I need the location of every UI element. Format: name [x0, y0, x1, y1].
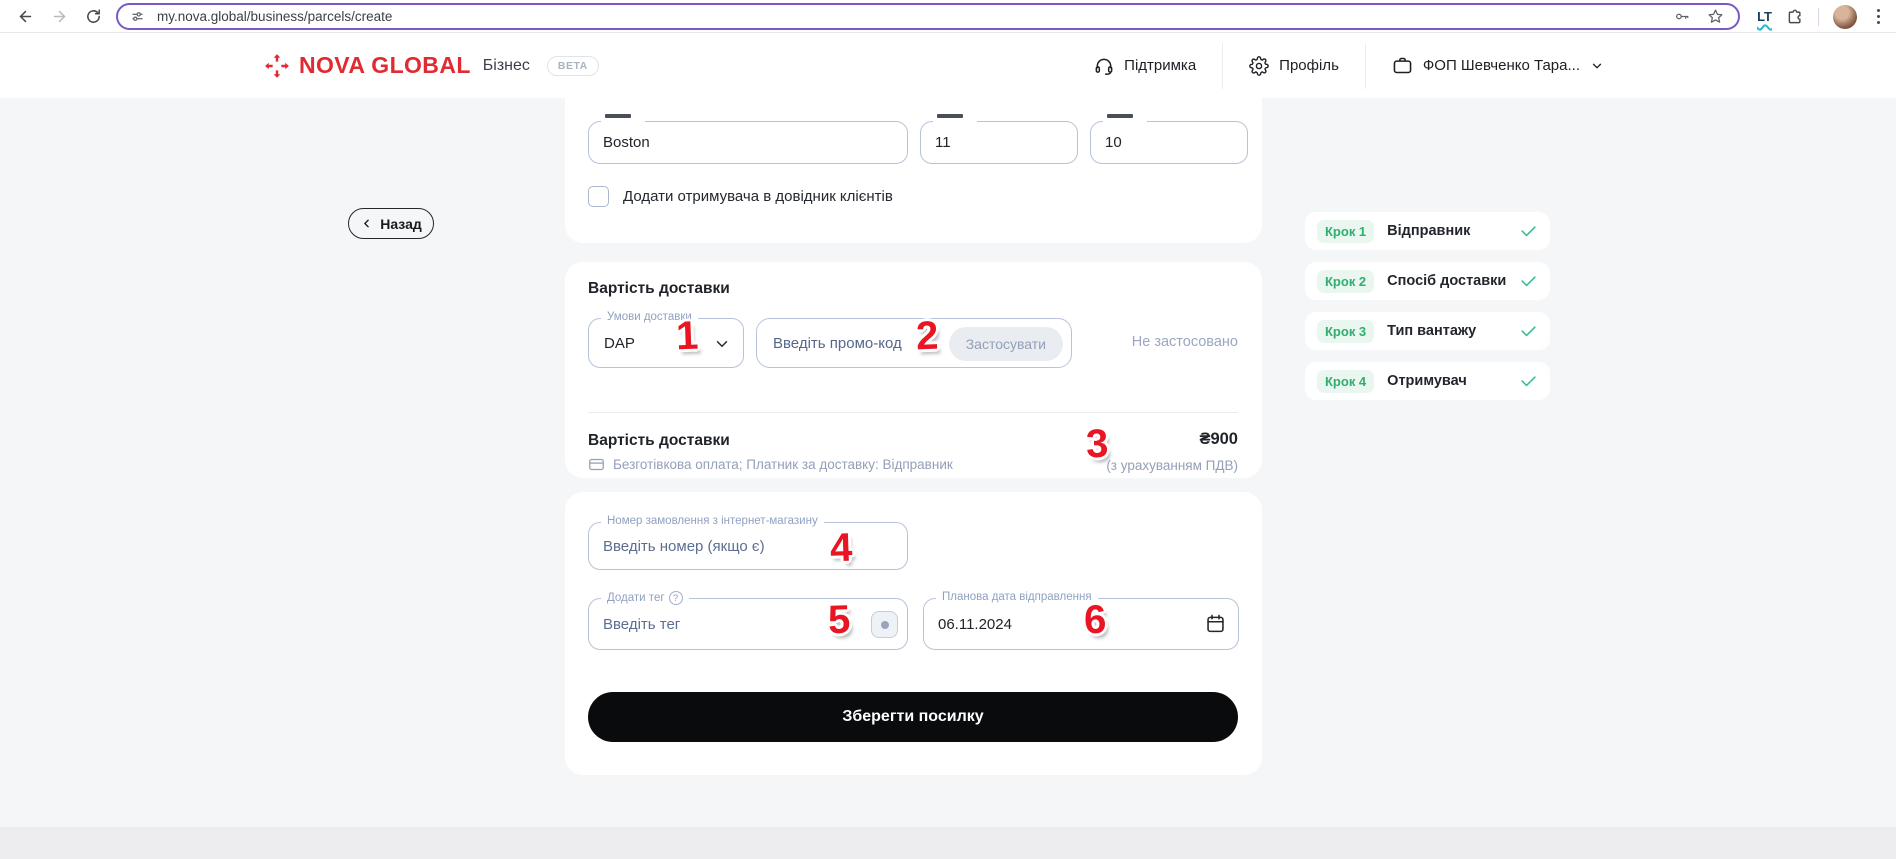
input-2[interactable] [935, 122, 1031, 163]
tag-color-swatch[interactable] [871, 611, 898, 638]
chevron-down-icon [1592, 63, 1602, 69]
cost-section-title: Вартість доставки [588, 280, 730, 297]
step-label: Спосіб доставки [1387, 273, 1507, 289]
avatar[interactable] [1833, 4, 1857, 29]
annotation-6: 6 [1083, 597, 1108, 643]
divider [588, 412, 1238, 413]
toolbar-divider [1818, 7, 1819, 26]
profile-label: Профіль [1279, 57, 1339, 74]
tag-field[interactable]: Додати тег ? [588, 591, 908, 650]
browser-toolbar: my.nova.global/business/parcels/create L… [0, 0, 1896, 33]
annotation-3: 3 [1085, 421, 1110, 467]
calendar-icon[interactable] [1205, 613, 1226, 634]
support-button[interactable]: Підтримка [1068, 56, 1222, 76]
brand-name: NOVA GLOBAL [299, 52, 471, 78]
languagetool-icon[interactable]: LT [1757, 9, 1772, 24]
header-divider [1222, 42, 1224, 89]
number-field-3[interactable] [1090, 114, 1248, 164]
add-to-directory-label: Додати отримувача в довідник клієнтів [623, 188, 893, 205]
refresh-icon[interactable] [76, 2, 110, 30]
extensions-icon[interactable] [1786, 8, 1804, 26]
forward-icon [42, 2, 76, 30]
step-2-delivery-method[interactable]: Крок 2 Спосіб доставки [1305, 262, 1550, 300]
annotation-5: 5 [827, 597, 852, 643]
gear-icon [1249, 55, 1269, 76]
tag-input[interactable] [603, 599, 861, 649]
delivery-terms-label: Умови доставки [601, 311, 698, 323]
step-3-cargo-type[interactable]: Крок 3 Тип вантажу [1305, 312, 1550, 350]
briefcase-icon [1393, 57, 1412, 74]
back-button[interactable]: Назад [348, 208, 434, 239]
beta-badge: BETA [546, 55, 599, 76]
annotation-1: 1 [675, 313, 700, 359]
key-icon[interactable] [1674, 8, 1691, 25]
nova-global-logo-icon [265, 53, 289, 78]
apply-promo-button[interactable]: Застосувати [948, 327, 1063, 361]
main-content: Додати отримувача в довідник клієнтів На… [0, 98, 1896, 827]
step-badge: Крок 4 [1317, 369, 1375, 393]
menu-icon[interactable] [1871, 9, 1886, 24]
city-field[interactable] [588, 114, 908, 164]
app-header: NOVA GLOBAL Бізнес BETA Підтримка Профіл… [0, 33, 1896, 98]
step-1-sender[interactable]: Крок 1 Відправник [1305, 212, 1550, 250]
step-4-recipient[interactable]: Крок 4 Отримувач [1305, 362, 1550, 400]
steps-sidebar: Крок 1 Відправник Крок 2 Спосіб доставки… [1305, 212, 1550, 412]
product-name: Бізнес [482, 56, 530, 74]
step-label: Тип вантажу [1387, 323, 1477, 339]
chevron-down-icon [713, 335, 731, 353]
input-3[interactable] [1105, 122, 1201, 163]
page-footer [0, 827, 1896, 859]
tune-icon[interactable] [130, 9, 145, 24]
delivery-terms-select[interactable]: Умови доставки DAP [588, 311, 744, 368]
add-to-directory-checkbox[interactable] [588, 186, 609, 207]
promo-code-input[interactable] [773, 319, 923, 367]
order-number-field[interactable]: Номер замовлення з інтернет-магазину [588, 515, 908, 570]
payment-info: Безготівкова оплата; Платник за доставку… [613, 457, 953, 472]
step-label: Відправник [1387, 223, 1471, 239]
number-field-2[interactable] [920, 114, 1078, 164]
back-button-label: Назад [380, 215, 422, 232]
header-divider [1364, 42, 1366, 89]
ship-date-field[interactable]: Планова дата відправлення [923, 591, 1239, 650]
city-input[interactable] [603, 122, 861, 163]
order-number-input[interactable] [603, 523, 861, 569]
ship-date-input[interactable] [938, 599, 1088, 649]
annotation-2: 2 [915, 313, 940, 359]
step-badge: Крок 3 [1317, 319, 1375, 343]
price-label: Вартість доставки [588, 432, 730, 449]
account-menu[interactable]: ФОП Шевченко Тара... [1366, 55, 1630, 76]
support-label: Підтримка [1124, 57, 1197, 74]
promo-code-field[interactable]: Застосувати [756, 318, 1072, 368]
card-icon [589, 458, 604, 471]
price-value: ₴900 [1199, 430, 1238, 448]
check-icon [1521, 375, 1536, 386]
account-label: ФОП Шевченко Тара... [1422, 57, 1580, 74]
nova-global-logo[interactable]: NOVA GLOBAL Бізнес BETA [264, 33, 599, 98]
check-icon [1521, 325, 1536, 336]
step-label: Отримувач [1387, 373, 1467, 389]
chevron-left-icon [364, 219, 370, 228]
back-icon[interactable] [8, 2, 42, 30]
step-badge: Крок 2 [1317, 269, 1375, 293]
check-icon [1521, 225, 1536, 236]
vat-note: (з урахуванням ПДВ) [1106, 458, 1238, 473]
annotation-4: 4 [829, 525, 854, 571]
promo-status: Не застосовано [1131, 334, 1238, 350]
headset-icon [1095, 58, 1113, 75]
delivery-terms-value: DAP [604, 335, 635, 352]
profile-button[interactable]: Профіль [1223, 55, 1365, 76]
star-icon[interactable] [1707, 8, 1724, 25]
step-badge: Крок 1 [1317, 219, 1375, 243]
delivery-cost-card: Вартість доставки Умови доставки DAP Зас… [565, 262, 1262, 478]
check-icon [1521, 275, 1536, 286]
parcel-details-card: Номер замовлення з інтернет-магазину Дод… [565, 492, 1262, 775]
url-text[interactable]: my.nova.global/business/parcels/create [157, 9, 393, 24]
recipient-card: Додати отримувача в довідник клієнтів [565, 98, 1262, 243]
address-bar[interactable]: my.nova.global/business/parcels/create [116, 3, 1740, 30]
save-parcel-button[interactable]: Зберегти посилку [588, 692, 1238, 742]
